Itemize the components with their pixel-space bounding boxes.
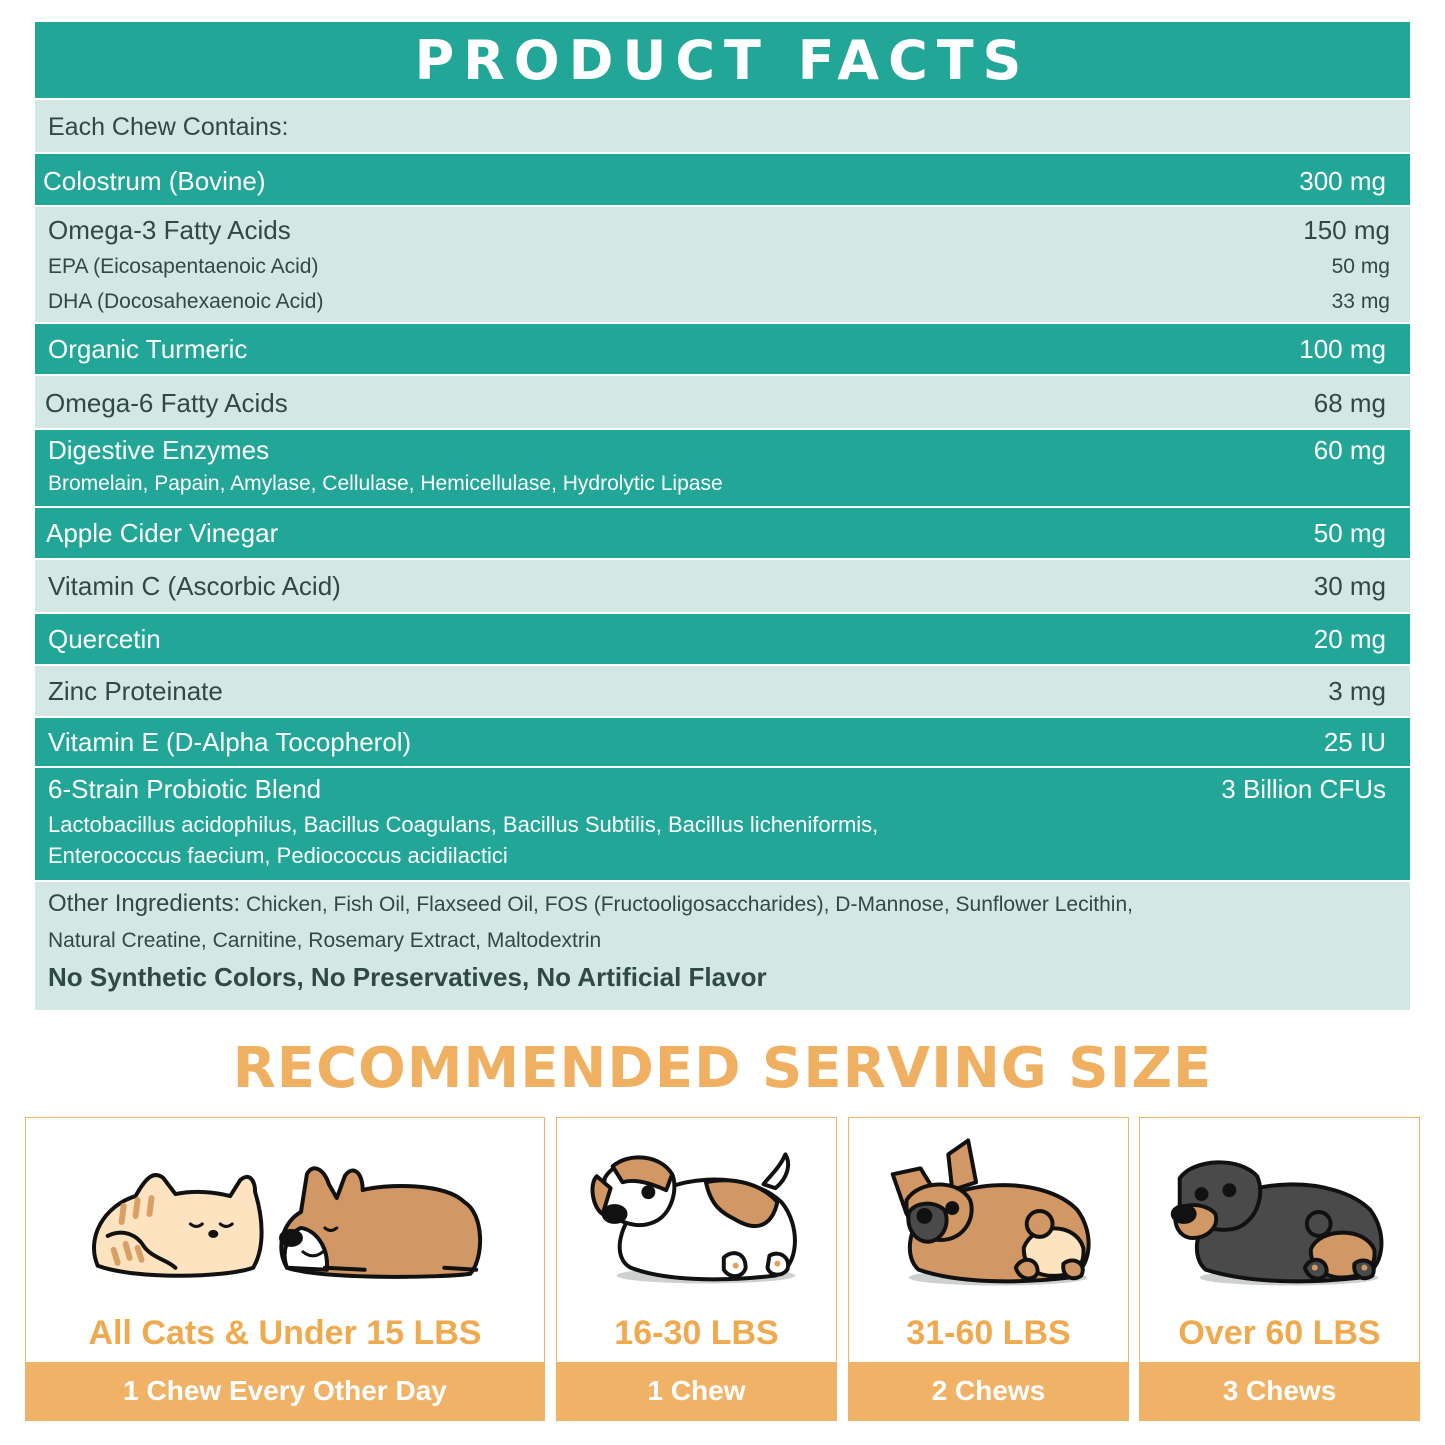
ingredient-amount: 150 mg — [1303, 215, 1390, 245]
sleeping-cat-and-corgi-icon — [26, 1118, 544, 1308]
serving-card-over-60: Over 60 LBS 3 Chews — [1139, 1117, 1420, 1421]
serving-size-title: RECOMMENDED SERVING SIZE — [232, 1036, 1213, 1101]
ingredient-amount: 50 mg — [1313, 518, 1386, 548]
ingredient-row-omega3: Omega-3 Fatty Acids 150 mg EPA (Eicosape… — [35, 207, 1410, 322]
dose-label: 2 Chews — [849, 1362, 1128, 1420]
ingredient-amount: 3 Billion CFUs — [1221, 774, 1386, 804]
rottweiler-icon — [1140, 1118, 1419, 1308]
dose-label: 3 Chews — [1140, 1362, 1419, 1420]
ingredient-name: Digestive Enzymes — [48, 435, 270, 465]
dose-label: 1 Chew — [557, 1362, 836, 1420]
weight-range-label: All Cats & Under 15 LBS — [88, 1314, 482, 1352]
ingredient-amount: 300 mg — [1299, 166, 1386, 196]
other-ingredients-label: Other Ingredients: — [48, 890, 241, 917]
product-facts-title: PRODUCT FACTS — [35, 22, 1410, 98]
french-bulldog-icon — [849, 1118, 1128, 1308]
ingredient-row-probiotic-blend: 6-Strain Probiotic Blend 3 Billion CFUs … — [35, 768, 1410, 880]
ingredient-name: Omega-3 Fatty Acids — [48, 215, 291, 245]
ingredient-row-digestive-enzymes: Digestive Enzymes 60 mg Bromelain, Papai… — [35, 430, 1410, 506]
each-chew-contains-row: Each Chew Contains: — [35, 100, 1410, 152]
ingredient-amount: 68 mg — [1313, 388, 1386, 418]
ingredient-row-vitamin-c: Vitamin C (Ascorbic Acid) 30 mg — [35, 560, 1410, 612]
ingredient-row-turmeric: Organic Turmeric 100 mg — [35, 324, 1410, 374]
ingredient-name: Vitamin C (Ascorbic Acid) — [48, 571, 341, 601]
ingredient-amount: 30 mg — [1313, 571, 1386, 601]
each-chew-label: Each Chew Contains: — [48, 113, 289, 141]
other-ingredients-line1: Other Ingredients: Chicken, Fish Oil, Fl… — [48, 890, 1133, 918]
serving-card-16-30: 16-30 LBS 1 Chew — [556, 1117, 837, 1421]
ingredient-row-apple-cider-vinegar: Apple Cider Vinegar 50 mg — [35, 508, 1410, 558]
sub-ingredient-amount: 33 mg — [1331, 290, 1390, 313]
ingredient-detail-line1: Lactobacillus acidophilus, Bacillus Coag… — [48, 812, 879, 837]
other-ingredients-row: Other Ingredients: Chicken, Fish Oil, Fl… — [35, 882, 1410, 1010]
ingredient-amount: 100 mg — [1299, 334, 1386, 364]
ingredient-name: Vitamin E (D-Alpha Tocopherol) — [48, 727, 412, 757]
serving-card-cats-under-15: All Cats & Under 15 LBS 1 Chew Every Oth… — [25, 1117, 545, 1421]
ingredient-row-zinc: Zinc Proteinate 3 mg — [35, 666, 1410, 716]
other-ingredients-list: Chicken, Fish Oil, Flaxseed Oil, FOS (Fr… — [245, 893, 1133, 916]
ingredient-row-vitamin-e: Vitamin E (D-Alpha Tocopherol) 25 IU — [35, 718, 1410, 766]
ingredient-name: Zinc Proteinate — [48, 676, 223, 706]
serving-card-31-60: 31-60 LBS 2 Chews — [848, 1117, 1129, 1421]
other-ingredients-line2: Natural Creatine, Carnitine, Rosemary Ex… — [48, 929, 602, 952]
ingredient-amount: 3 mg — [1328, 676, 1386, 706]
ingredient-name: Omega-6 Fatty Acids — [45, 388, 288, 418]
ingredient-row-quercetin: Quercetin 20 mg — [35, 614, 1410, 664]
weight-range-label: 16-30 LBS — [614, 1314, 779, 1352]
product-facts-table: PRODUCT FACTS Each Chew Contains: Colost… — [35, 22, 1410, 1010]
ingredient-name: Colostrum (Bovine) — [43, 166, 266, 196]
ingredient-name: Apple Cider Vinegar — [46, 518, 279, 548]
ingredient-amount: 25 IU — [1323, 727, 1386, 757]
sub-ingredient-name: DHA (Docosahexaenoic Acid) — [48, 290, 324, 313]
sub-ingredient-name: EPA (Eicosapentaenoic Acid) — [48, 255, 319, 278]
weight-range-label: 31-60 LBS — [906, 1314, 1071, 1352]
ingredient-name: Organic Turmeric — [48, 334, 248, 364]
ingredient-name: Quercetin — [48, 624, 161, 654]
sub-ingredient-amount: 50 mg — [1331, 255, 1390, 278]
ingredient-row-colostrum: Colostrum (Bovine) 300 mg — [35, 154, 1410, 205]
ingredient-name: 6-Strain Probiotic Blend — [48, 774, 322, 804]
free-from-claims: No Synthetic Colors, No Preservatives, N… — [48, 962, 767, 992]
ingredient-row-omega6: Omega-6 Fatty Acids 68 mg — [35, 376, 1410, 428]
ingredient-detail-line2: Enterococcus faecium, Pediococcus acidil… — [48, 843, 508, 868]
weight-range-label: Over 60 LBS — [1178, 1314, 1381, 1352]
ingredient-amount: 60 mg — [1313, 435, 1386, 465]
dose-label: 1 Chew Every Other Day — [26, 1362, 544, 1420]
beagle-icon — [557, 1118, 836, 1308]
ingredient-detail: Bromelain, Papain, Amylase, Cellulase, H… — [48, 472, 723, 495]
ingredient-amount: 20 mg — [1313, 624, 1386, 654]
